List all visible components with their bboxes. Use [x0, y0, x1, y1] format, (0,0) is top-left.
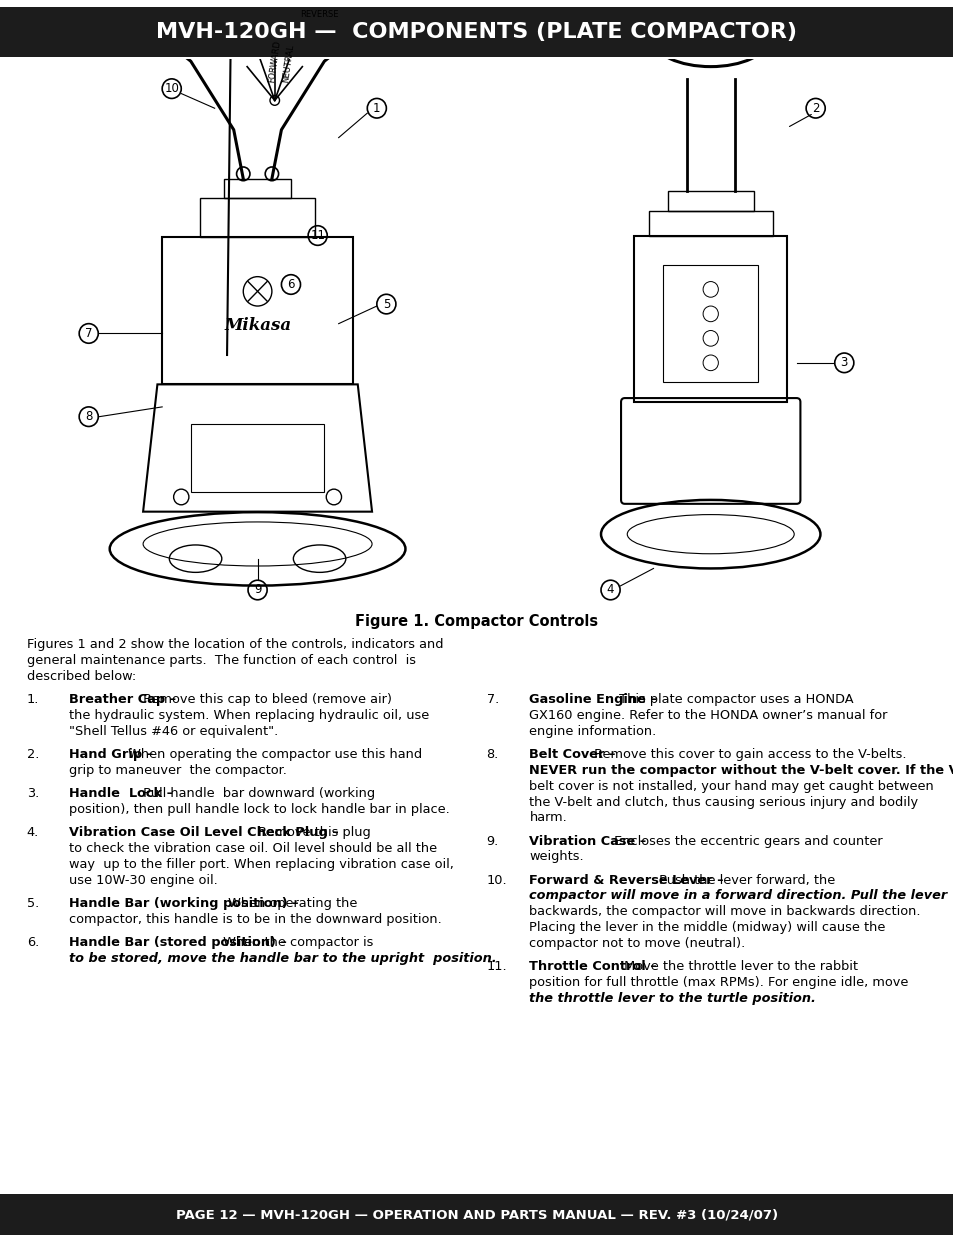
Text: harm.: harm. — [529, 811, 567, 825]
Text: compactor will move in a forward direction. Pull the lever: compactor will move in a forward directi… — [529, 889, 946, 903]
Text: 4.: 4. — [27, 826, 39, 840]
Text: NEVER run the compactor without the V-belt cover. If the V-: NEVER run the compactor without the V-be… — [529, 764, 953, 777]
Text: GX160 engine. Refer to the HONDA owner’s manual for: GX160 engine. Refer to the HONDA owner’s… — [529, 709, 887, 722]
Text: Handle Bar (stored position) –: Handle Bar (stored position) – — [69, 936, 286, 948]
Text: described below:: described below: — [27, 671, 136, 683]
Text: MVH-120GH —  COMPONENTS (PLATE COMPACTOR): MVH-120GH — COMPONENTS (PLATE COMPACTOR) — [156, 22, 797, 42]
Text: the V-belt and clutch, thus causing serious injury and bodily: the V-belt and clutch, thus causing seri… — [529, 795, 918, 809]
Text: Handle  Lock –: Handle Lock – — [69, 787, 172, 800]
Text: Mikasa: Mikasa — [224, 317, 291, 335]
Text: to be stored, move the handle bar to the upright  position.: to be stored, move the handle bar to the… — [69, 952, 496, 965]
Text: 11: 11 — [310, 228, 325, 242]
Text: the hydraulic system. When replacing hydraulic oil, use: the hydraulic system. When replacing hyd… — [69, 709, 429, 722]
Text: 9.: 9. — [486, 835, 498, 847]
Text: 5: 5 — [382, 298, 390, 310]
Text: 4: 4 — [606, 583, 614, 597]
Text: 2: 2 — [811, 101, 819, 115]
Text: "Shell Tellus #46 or equivalent".: "Shell Tellus #46 or equivalent". — [69, 725, 277, 739]
Text: belt cover is not installed, your hand may get caught between: belt cover is not installed, your hand m… — [529, 779, 933, 793]
Text: Move the throttle lever to the rabbit: Move the throttle lever to the rabbit — [619, 960, 857, 973]
Text: position), then pull handle lock to lock handle bar in place.: position), then pull handle lock to lock… — [69, 803, 449, 816]
Bar — [200, 199, 314, 237]
Text: general maintenance parts.  The function of each control  is: general maintenance parts. The function … — [27, 655, 416, 667]
Circle shape — [705, 33, 715, 43]
Text: Remove this cap to bleed (remove air): Remove this cap to bleed (remove air) — [139, 693, 392, 706]
Bar — [191, 424, 324, 492]
Text: Figures 1 and 2 show the location of the controls, indicators and: Figures 1 and 2 show the location of the… — [27, 638, 443, 652]
Text: When operating the: When operating the — [224, 897, 357, 910]
Text: 1: 1 — [373, 101, 380, 115]
Text: way  up to the filler port. When replacing vibration case oil,: way up to the filler port. When replacin… — [69, 858, 453, 871]
Text: 9: 9 — [253, 583, 261, 597]
Text: Figure 1. Compactor Controls: Figure 1. Compactor Controls — [355, 614, 598, 629]
Text: 3.: 3. — [27, 787, 39, 800]
Bar — [0, 7, 953, 57]
Text: compactor, this handle is to be in the downward position.: compactor, this handle is to be in the d… — [69, 913, 441, 926]
Text: the throttle lever to the turtle position.: the throttle lever to the turtle positio… — [529, 992, 816, 1005]
Text: Belt Cover –: Belt Cover – — [529, 748, 616, 761]
Text: 6.: 6. — [27, 936, 39, 948]
Text: position for full throttle (max RPMs). For engine idle, move: position for full throttle (max RPMs). F… — [529, 976, 908, 989]
Bar — [634, 236, 786, 403]
Text: When operating the compactor use this hand: When operating the compactor use this ha… — [124, 748, 421, 761]
Text: 3: 3 — [840, 357, 847, 369]
Text: 7: 7 — [85, 327, 92, 340]
Text: 1.: 1. — [27, 693, 39, 706]
Text: Remove this cover to gain access to the V-belts.: Remove this cover to gain access to the … — [589, 748, 905, 761]
Text: Vibration Case –: Vibration Case – — [529, 835, 646, 847]
Text: 7.: 7. — [486, 693, 498, 706]
Text: grip to maneuver  the compactor.: grip to maneuver the compactor. — [69, 764, 286, 777]
Bar — [667, 191, 753, 211]
Text: engine information.: engine information. — [529, 725, 656, 739]
Text: Remove this plug: Remove this plug — [253, 826, 371, 840]
Text: 10: 10 — [164, 83, 179, 95]
Text: PAGE 12 — MVH-120GH — OPERATION AND PARTS MANUAL — REV. #3 (10/24/07): PAGE 12 — MVH-120GH — OPERATION AND PART… — [175, 1208, 778, 1221]
Text: 2.: 2. — [27, 748, 39, 761]
Text: backwards, the compactor will move in backwards direction.: backwards, the compactor will move in ba… — [529, 905, 920, 919]
Text: Push the lever forward, the: Push the lever forward, the — [654, 873, 834, 887]
Text: Hand Grip –: Hand Grip – — [69, 748, 152, 761]
Text: Gasoline Engine –: Gasoline Engine – — [529, 693, 657, 706]
Bar — [648, 211, 772, 236]
Text: weights.: weights. — [529, 851, 583, 863]
Text: to check the vibration case oil. Oil level should be all the: to check the vibration case oil. Oil lev… — [69, 842, 436, 855]
Text: 6: 6 — [287, 278, 294, 291]
Text: Breather Cap –: Breather Cap – — [69, 693, 175, 706]
Text: 8.: 8. — [486, 748, 498, 761]
Text: use 10W-30 engine oil.: use 10W-30 engine oil. — [69, 873, 217, 887]
Bar — [0, 1194, 953, 1235]
Text: Pull handle  bar downward (working: Pull handle bar downward (working — [139, 787, 375, 800]
Text: Placing the lever in the middle (midway) will cause the: Placing the lever in the middle (midway)… — [529, 921, 885, 934]
Text: 5.: 5. — [27, 897, 39, 910]
Text: Encloses the eccentric gears and counter: Encloses the eccentric gears and counter — [609, 835, 882, 847]
Text: 8: 8 — [85, 410, 92, 424]
Text: NEUTRAL: NEUTRAL — [281, 43, 295, 83]
Text: REVERSE: REVERSE — [300, 10, 338, 20]
Text: FORWARD: FORWARD — [267, 40, 282, 83]
Text: Vibration Case Oil Level Check Plug –: Vibration Case Oil Level Check Plug – — [69, 826, 338, 840]
Text: When the compactor is: When the compactor is — [218, 936, 373, 948]
Text: Handle Bar (working position) –: Handle Bar (working position) – — [69, 897, 298, 910]
Text: 11.: 11. — [486, 960, 507, 973]
Text: Throttle Control –: Throttle Control – — [529, 960, 657, 973]
Text: Forward & Reverse Lever –: Forward & Reverse Lever – — [529, 873, 723, 887]
Text: This plate compactor uses a HONDA: This plate compactor uses a HONDA — [614, 693, 852, 706]
Text: compactor not to move (neutral).: compactor not to move (neutral). — [529, 937, 745, 950]
Bar — [162, 237, 353, 384]
Bar — [662, 264, 758, 383]
Text: 10.: 10. — [486, 873, 507, 887]
Bar — [224, 179, 291, 199]
